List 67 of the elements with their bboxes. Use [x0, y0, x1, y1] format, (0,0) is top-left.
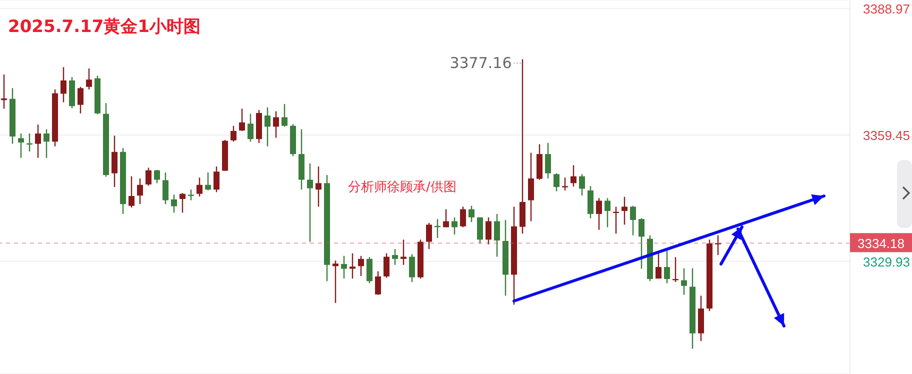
y-tick-label: 3359.45 — [863, 128, 910, 144]
candlestick — [715, 234, 721, 256]
candlestick — [60, 66, 66, 103]
candlestick — [477, 216, 483, 244]
candlestick — [332, 260, 338, 304]
candlestick — [366, 256, 372, 284]
y-tick-label: 3329.93 — [863, 254, 910, 270]
annotation: 分析师徐顾承/供图 — [348, 179, 456, 196]
candlestick — [18, 132, 24, 158]
candlestick — [264, 106, 270, 147]
candlestick — [350, 252, 356, 280]
candlestick — [154, 169, 160, 184]
candlestick — [162, 172, 168, 205]
candlestick — [486, 216, 492, 245]
candlestick — [443, 208, 449, 228]
candlestick — [409, 254, 415, 283]
candlestick — [375, 270, 381, 296]
candlestick — [205, 172, 211, 192]
candlestick — [562, 176, 568, 192]
text: 2025.7.17黄金1小时图 — [8, 16, 201, 38]
candlestick — [681, 268, 687, 296]
candlestick — [570, 164, 576, 188]
candlestick — [656, 252, 662, 280]
candlestick — [146, 167, 152, 186]
candlestick — [273, 110, 279, 138]
candlestick — [307, 162, 313, 242]
candlestick — [384, 252, 390, 278]
candlestick — [44, 128, 50, 158]
candlestick — [604, 198, 610, 228]
candlestick — [248, 113, 254, 142]
candlestick — [86, 68, 92, 90]
y-tick-label: 3388.97 — [863, 2, 910, 17]
candlestick — [316, 166, 322, 208]
candlestick — [196, 176, 202, 198]
annotation: 3377.16 — [450, 54, 512, 72]
candlestick — [128, 176, 134, 208]
candlestick — [392, 248, 398, 266]
candlestick — [180, 192, 186, 214]
candlestick — [579, 174, 585, 196]
candlestick — [282, 103, 288, 128]
ref-line-label: 3334.18 — [858, 236, 904, 252]
candlestick — [588, 186, 594, 219]
candlestick — [468, 205, 474, 223]
candlestick — [664, 250, 670, 284]
candlestick — [596, 198, 602, 230]
candlestick — [638, 218, 644, 270]
candlestick — [137, 178, 143, 205]
candlestick — [494, 213, 500, 258]
candlestick — [78, 86, 84, 114]
candlestick — [171, 194, 177, 214]
candlestick — [35, 124, 41, 158]
candlestick — [452, 216, 458, 236]
candlestick — [426, 222, 432, 250]
candlestick — [188, 188, 194, 201]
candlestick — [214, 166, 220, 193]
candlestick — [400, 239, 406, 266]
candlestick — [230, 125, 236, 142]
candlestick — [112, 135, 118, 188]
candlestick — [622, 196, 628, 226]
candlestick — [358, 255, 364, 277]
candlestick — [460, 206, 466, 228]
candlestick — [341, 255, 347, 280]
candlestick — [554, 172, 560, 192]
candlestick — [630, 205, 636, 236]
candlestick — [528, 152, 534, 222]
candlestick — [239, 108, 245, 132]
candlestick — [545, 142, 551, 180]
